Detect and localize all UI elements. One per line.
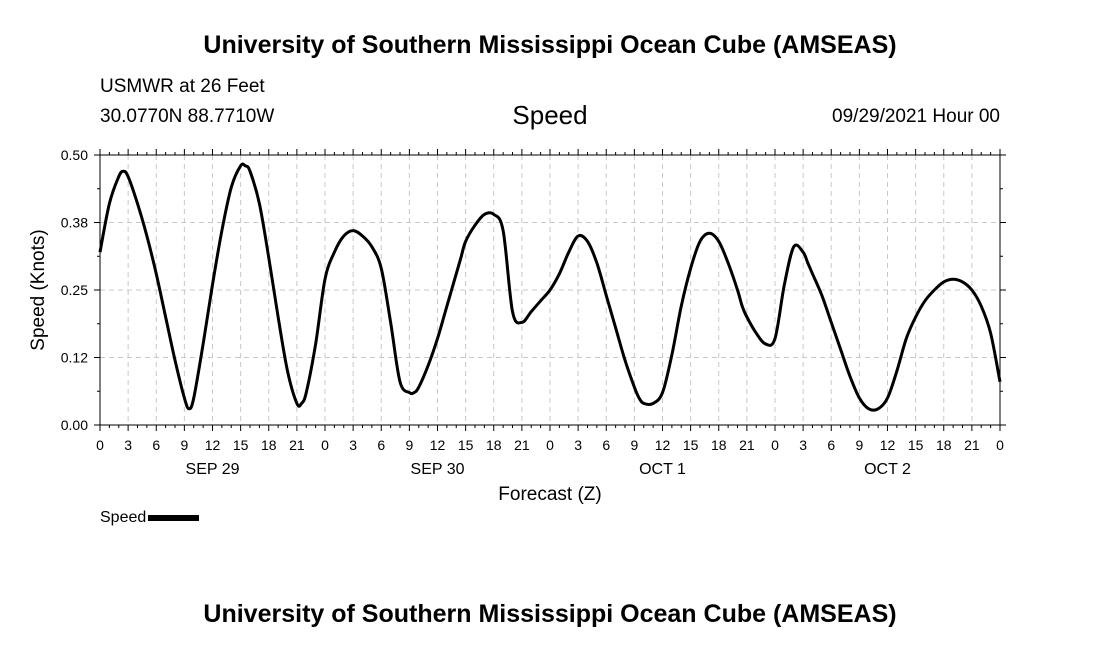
series-line-speed [98,162,1002,412]
station-label: USMWR at 26 Feet [100,76,265,97]
plot-frame [99,154,1001,426]
y-axis-title: Speed (Knots) [28,229,49,350]
grid [100,155,1000,425]
y-tick-label: 0.12 [61,350,88,366]
y-tick-label: 0.50 [61,147,88,163]
x-tick-label: 9 [855,437,863,453]
x-tick-label: 18 [261,437,277,453]
date-label: OCT 1 [639,461,686,478]
x-tick-label: 15 [908,437,924,453]
y-tick-label: 0.38 [61,215,88,231]
legend-label: Speed [100,509,147,526]
legend-line-swatch [148,514,200,521]
x-tick-label: 3 [124,437,132,453]
location-label: 30.0770N 88.7710W [100,106,275,127]
x-tick-label: 12 [880,437,896,453]
x-tick-label: 18 [936,437,952,453]
x-tick-label: 3 [574,437,582,453]
x-tick-label: 0 [996,437,1004,453]
x-tick-label: 6 [827,437,835,453]
x-tick-label: 21 [739,437,755,453]
x-tick-label: 6 [152,437,160,453]
x-tick-label: 12 [655,437,671,453]
x-tick-label: 3 [799,437,807,453]
x-tick-label: 21 [289,437,305,453]
x-tick-label: 6 [377,437,385,453]
x-tick-label: 3 [349,437,357,453]
x-tick-label: 0 [96,437,104,453]
x-tick-label: 9 [630,437,638,453]
x-tick-label: 0 [321,437,329,453]
x-tick-label: 12 [205,437,221,453]
footer-title: University of Southern Mississippi Ocean… [203,600,897,628]
x-tick-label: 21 [964,437,980,453]
x-tick-label: 12 [430,437,446,453]
date-label: OCT 2 [864,461,911,478]
date-label: SEP 29 [186,461,240,478]
legend: Speed [100,509,200,527]
x-tick-label: 18 [711,437,727,453]
x-tick-label: 6 [602,437,610,453]
x-tick-label: 21 [514,437,530,453]
x-tick-label: 0 [546,437,554,453]
page-title: University of Southern Mississippi Ocean… [203,31,897,59]
y-tick-label: 0.25 [61,282,88,298]
datetime-label: 09/29/2021 Hour 00 [832,106,1000,127]
x-tick-label: 0 [771,437,779,453]
x-tick-label: 9 [405,437,413,453]
series-layer [98,162,1002,412]
x-tick-label: 18 [486,437,502,453]
x-tick-label: 15 [233,437,249,453]
x-tick-label: 9 [180,437,188,453]
x-tick-label: 15 [458,437,474,453]
x-tick-label: 15 [683,437,699,453]
x-axis-title: Forecast (Z) [498,484,601,505]
tick-labels: 0.00 0.12 0.25 0.38 0.50 0 3 6 9 12 15 18 21 0 3 6 9 12 15… [61,147,1004,478]
date-label: SEP 30 [411,461,465,478]
plot-name-label: Speed [512,100,588,130]
y-tick-label: 0.00 [61,417,88,433]
